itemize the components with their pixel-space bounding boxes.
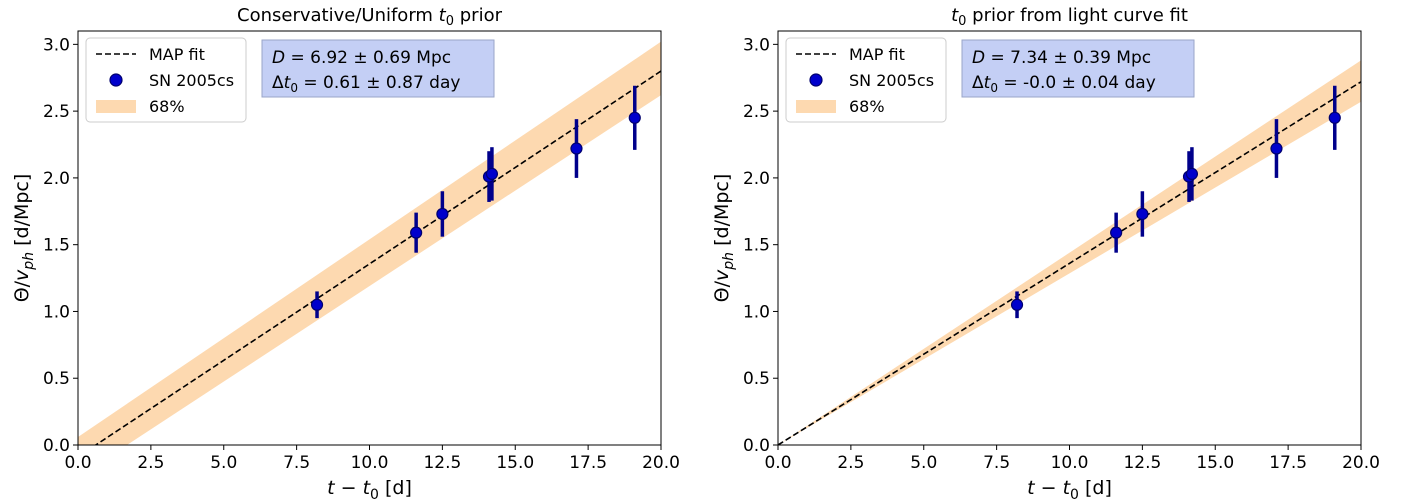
y-tick-label: 0.5 xyxy=(43,369,70,389)
x-tick-label: 12.5 xyxy=(1123,453,1161,473)
data-point xyxy=(628,111,641,124)
data-point xyxy=(1010,298,1024,311)
legend: MAP fit SN 2005cs 68% xyxy=(785,37,947,123)
data-point xyxy=(1136,207,1149,221)
data-point xyxy=(1185,167,1199,180)
legend-label: SN 2005cs xyxy=(149,71,234,90)
y-tick-label: 2.5 xyxy=(43,102,70,122)
data-point xyxy=(485,167,499,180)
x-tick-label: 15.0 xyxy=(496,453,534,473)
annotation-box: D = 6.92 ± 0.69 Mpc Δt0 = 0.61 ± 0.87 day xyxy=(261,39,495,98)
y-tick-label: 0.5 xyxy=(743,369,770,389)
y-tick-label: 1.5 xyxy=(743,236,770,256)
x-tick-label: 7.5 xyxy=(283,453,310,473)
x-axis-label: t − t0 [d] xyxy=(327,477,412,501)
legend-band-swatch xyxy=(796,100,836,113)
x-tick-label: 0.0 xyxy=(64,453,91,473)
x-tick-label: 5.0 xyxy=(910,453,937,473)
data-point xyxy=(410,226,423,239)
x-axis-label: t − t0 [d] xyxy=(1027,477,1112,501)
legend-label: 68% xyxy=(849,97,885,116)
legend: MAP fit SN 2005cs 68% xyxy=(85,37,247,123)
chart-title: t0 prior from light curve fit xyxy=(951,5,1188,29)
confidence-band-68 xyxy=(778,60,1361,445)
map-fit-line xyxy=(778,81,1361,445)
y-tick-label: 1.0 xyxy=(43,302,70,322)
legend-marker-swatch xyxy=(809,73,823,87)
y-tick-label: 1.0 xyxy=(743,302,770,322)
x-tick-label: 15.0 xyxy=(1196,453,1234,473)
x-tick-label: 5.0 xyxy=(210,453,237,473)
data-point xyxy=(1110,226,1123,239)
data-point xyxy=(1328,111,1341,124)
legend-label: SN 2005cs xyxy=(849,71,934,90)
x-tick-label: 2.5 xyxy=(837,453,864,473)
x-tick-label: 0.0 xyxy=(764,453,791,473)
x-tick-label: 10.0 xyxy=(351,453,389,473)
legend-label: MAP fit xyxy=(849,45,905,64)
x-tick-label: 20.0 xyxy=(642,453,680,473)
confidence-band-68 xyxy=(78,41,661,445)
x-tick-label: 7.5 xyxy=(983,453,1010,473)
legend-band-swatch xyxy=(96,100,136,113)
data-point xyxy=(436,207,449,221)
annotation-background xyxy=(961,39,1195,98)
annotation-line: Δt0 = 0.61 ± 0.87 day xyxy=(272,73,460,95)
data-point xyxy=(570,142,583,155)
y-tick-label: 0.0 xyxy=(743,436,770,456)
x-tick-label: 2.5 xyxy=(137,453,164,473)
x-tick-label: 17.5 xyxy=(569,453,607,473)
y-tick-label: 2.0 xyxy=(43,169,70,189)
y-axis-label: Θ/vph [d/Mpc] xyxy=(711,174,737,303)
y-tick-label: 3.0 xyxy=(743,35,770,55)
annotation-line: D = 6.92 ± 0.69 Mpc xyxy=(272,48,451,68)
legend-marker-swatch xyxy=(109,73,123,87)
x-tick-label: 17.5 xyxy=(1269,453,1307,473)
chart-panel-1: 0.0 2.5 5.0 7.5 10.0 12.5 15.0 17.5 20.0 0.0 0.5 1.… xyxy=(11,5,680,501)
x-tick-label: 12.5 xyxy=(423,453,461,473)
y-tick-label: 3.0 xyxy=(43,35,70,55)
legend-label: MAP fit xyxy=(149,45,205,64)
annotation-line: Δt0 = -0.0 ± 0.04 day xyxy=(972,73,1156,95)
annotation-background xyxy=(261,39,495,98)
annotation-line: D = 7.34 ± 0.39 Mpc xyxy=(972,48,1151,68)
y-tick-label: 0.0 xyxy=(43,436,70,456)
y-tick-label: 2.5 xyxy=(743,102,770,122)
x-tick-label: 20.0 xyxy=(1342,453,1380,473)
y-tick-label: 2.0 xyxy=(743,169,770,189)
plot-area xyxy=(78,41,661,445)
data-point xyxy=(1270,142,1283,155)
x-tick-label: 10.0 xyxy=(1051,453,1089,473)
annotation-box: D = 7.34 ± 0.39 Mpc Δt0 = -0.0 ± 0.04 day xyxy=(961,39,1195,98)
chart-title: Conservative/Uniform t0 prior xyxy=(237,5,503,29)
chart-panel-2: 0.0 2.5 5.0 7.5 10.0 12.5 15.0 17.5 20.0 0.0 0.5 1.… xyxy=(711,5,1380,501)
y-axis-label: Θ/vph [d/Mpc] xyxy=(11,174,37,303)
y-tick-label: 1.5 xyxy=(43,236,70,256)
legend-label: 68% xyxy=(149,97,185,116)
data-point xyxy=(310,298,324,311)
plot-area xyxy=(778,60,1361,445)
